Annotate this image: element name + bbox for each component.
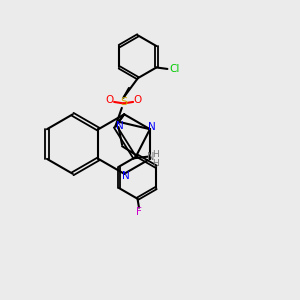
Text: O: O — [106, 95, 114, 105]
Text: N: N — [122, 171, 130, 181]
Text: N: N — [116, 121, 124, 131]
Text: O: O — [134, 95, 142, 105]
Text: S: S — [121, 97, 128, 106]
Text: F: F — [136, 207, 142, 217]
Text: H: H — [152, 159, 159, 168]
Text: H: H — [152, 150, 159, 159]
Text: N: N — [148, 122, 155, 132]
Text: N: N — [147, 152, 155, 162]
Text: Cl: Cl — [169, 64, 180, 74]
